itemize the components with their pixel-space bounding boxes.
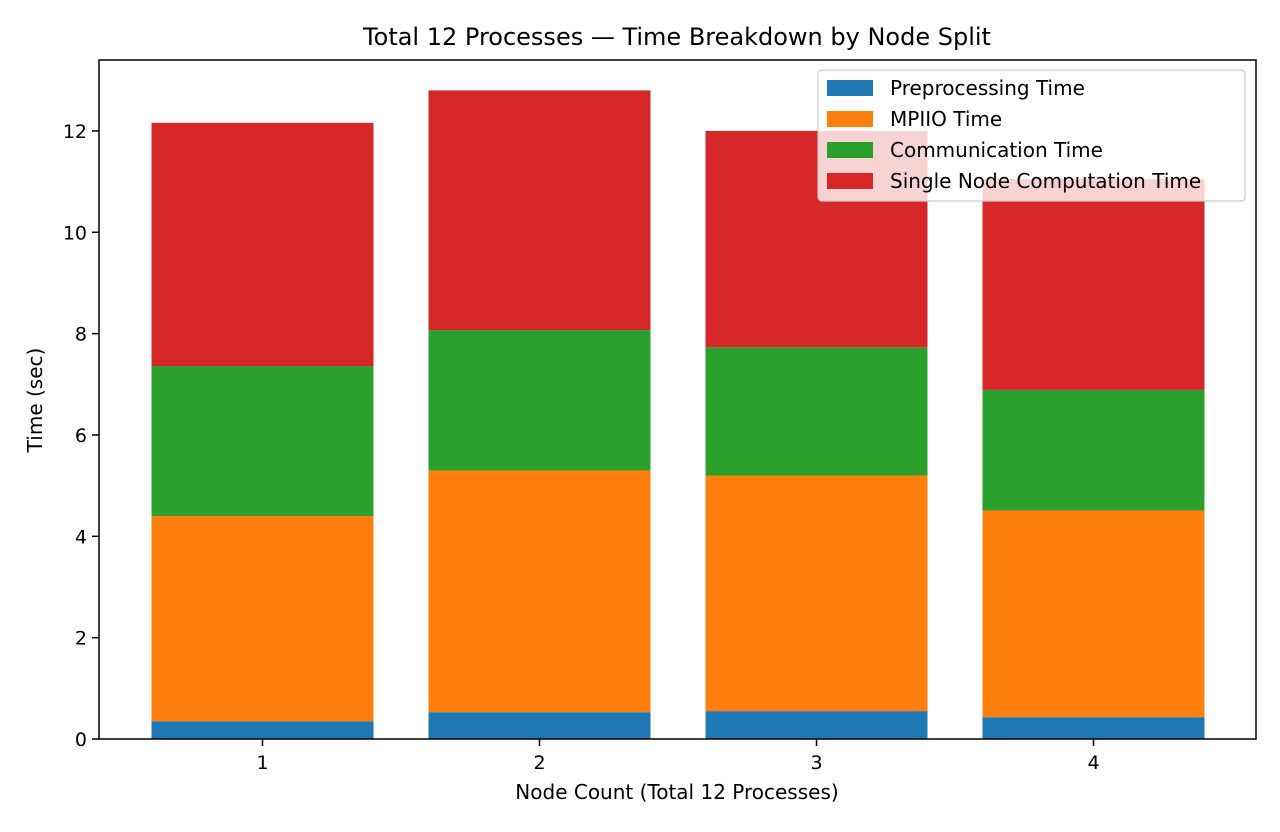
legend-label: Communication Time	[890, 138, 1103, 162]
bar-segment	[151, 366, 374, 517]
y-axis: 0 2 4 6 8 10 12	[63, 121, 99, 751]
bar-segment	[428, 712, 651, 739]
bar-segment	[705, 475, 928, 712]
bar-segment	[982, 389, 1205, 511]
y-tick-label: 10	[63, 222, 87, 244]
bar-segment	[428, 470, 651, 713]
chart-title: Total 12 Processes — Time Breakdown by N…	[362, 23, 991, 51]
x-tick-label: 3	[810, 752, 822, 774]
legend-swatch	[827, 111, 873, 127]
bar-segment	[428, 330, 651, 471]
legend-swatch	[827, 142, 873, 158]
y-tick-label: 6	[75, 425, 87, 447]
x-tick-label: 4	[1087, 752, 1099, 774]
bars-layer	[151, 90, 1205, 739]
legend-swatch	[827, 173, 873, 189]
bar-segment	[428, 90, 651, 331]
x-axis: 1 2 3 4	[256, 739, 1100, 774]
x-tick-label: 1	[256, 752, 268, 774]
bar-segment	[151, 721, 374, 739]
y-axis-label: Time (sec)	[23, 348, 47, 454]
axes-frame	[98, 59, 1257, 740]
x-tick-label: 2	[533, 752, 545, 774]
legend: Preprocessing Time MPIIO Time Communicatio…	[817, 69, 1246, 202]
bar-segment	[982, 510, 1205, 718]
bar-segment	[151, 516, 374, 722]
y-tick-label: 0	[75, 729, 87, 751]
legend-label: MPIIO Time	[890, 107, 1002, 131]
legend-label: Single Node Computation Time	[890, 169, 1201, 193]
y-tick-label: 2	[75, 628, 87, 650]
bar-segment	[705, 347, 928, 476]
legend-swatch	[827, 80, 873, 96]
legend-label: Preprocessing Time	[890, 76, 1085, 100]
legend-box	[817, 69, 1246, 202]
bar-segment	[705, 711, 928, 739]
bar-segment	[982, 179, 1205, 390]
y-tick-label: 12	[63, 121, 87, 143]
x-axis-label: Node Count (Total 12 Processes)	[515, 780, 838, 804]
y-tick-label: 4	[75, 526, 87, 548]
bar-segment	[151, 122, 374, 367]
y-tick-label: 8	[75, 324, 87, 346]
bar-segment	[982, 717, 1205, 739]
